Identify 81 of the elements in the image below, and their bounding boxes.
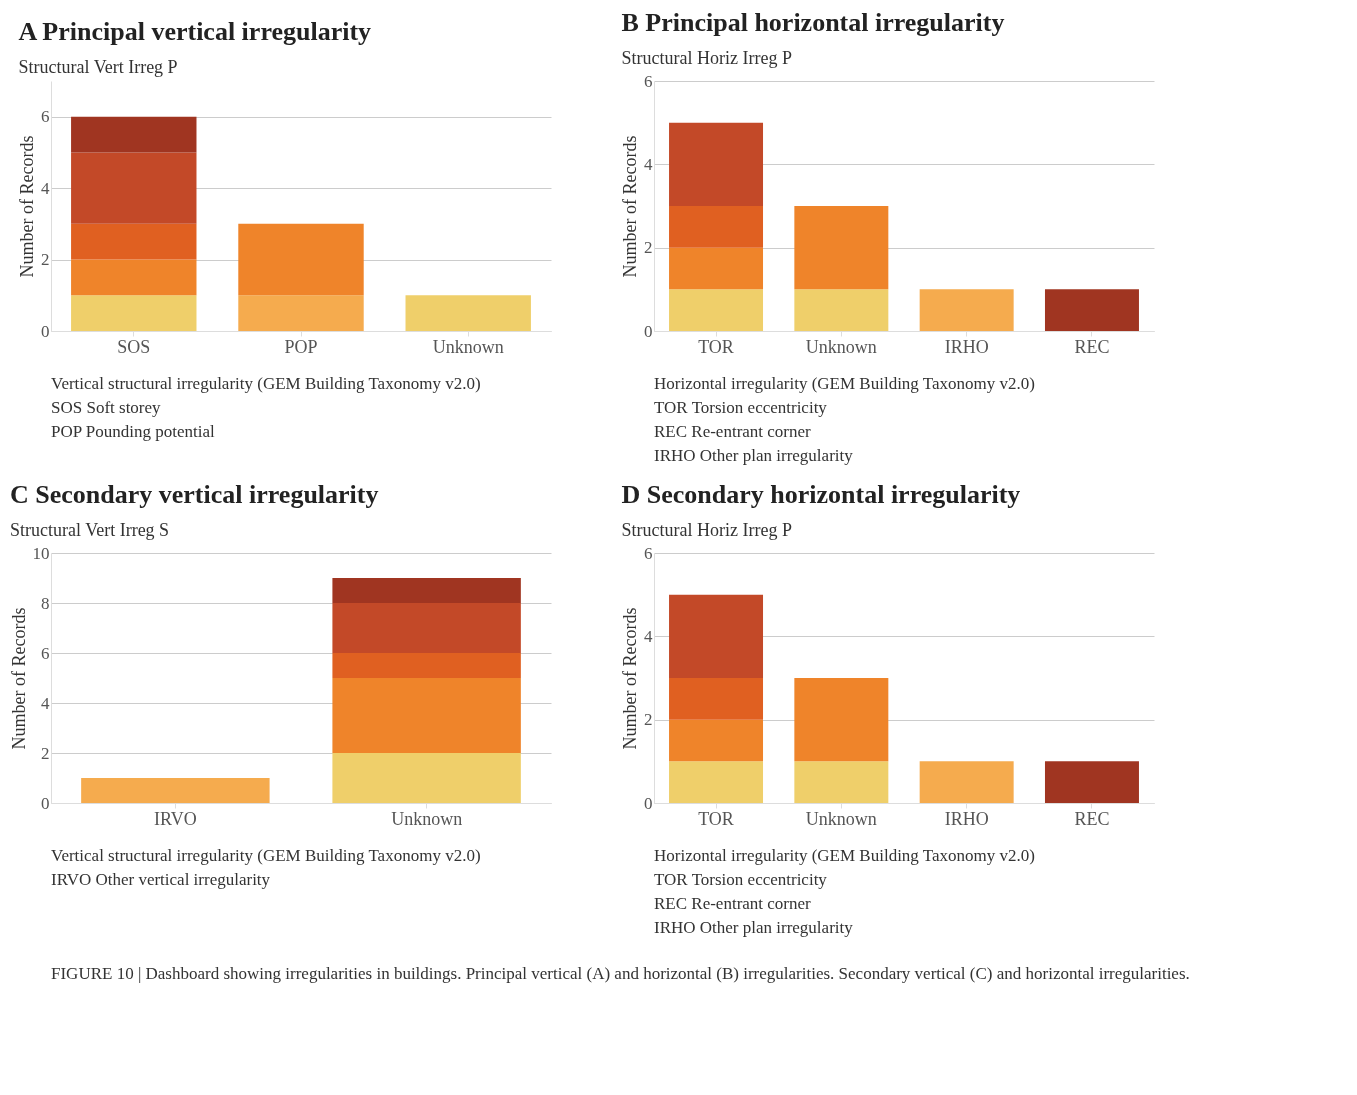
bar [669, 247, 764, 290]
text: Vertical structural irregularity (GEM Building Taxonomy v2.0) [51, 374, 481, 393]
bar [1044, 761, 1139, 803]
x-tick-label: Unknown [805, 808, 877, 829]
bar [71, 116, 197, 153]
bar [71, 295, 197, 331]
x-tick-label: REC [1074, 808, 1110, 829]
x-tick-label: REC [1074, 336, 1110, 357]
text: Vertical structural irregularity (GEM Building Taxonomy v2.0) [51, 846, 481, 865]
x-tick-label: POP [284, 336, 318, 357]
y-tick-label: 2 [41, 250, 50, 270]
x-tick-label: Unknown [391, 808, 463, 829]
bar [238, 223, 364, 296]
x-tick-label: TOR [698, 808, 734, 829]
y-tick-label: 4 [41, 693, 50, 713]
y-tick-label: 6 [41, 107, 50, 127]
bar [669, 719, 764, 762]
y-tick-label: 2 [41, 743, 50, 763]
y-axis-title: Number of Records [620, 135, 640, 278]
x-tick-label: Unknown [432, 336, 504, 357]
y-tick-label: 0 [644, 321, 653, 341]
bar [794, 761, 889, 803]
chart-title: B Principal horizontal irregularity [621, 8, 1005, 37]
y-axis-title: Number of Records [8, 607, 29, 750]
y-tick-label: 4 [41, 178, 50, 198]
bar [669, 206, 764, 248]
bar [669, 678, 764, 720]
text: REC Re-entrant corner [654, 422, 812, 441]
text: IRHO Other plan irregularity [654, 446, 854, 465]
y-tick-label: 2 [644, 238, 653, 258]
bar [794, 678, 889, 762]
chart-subtitle: Structural Horiz Irreg P [621, 48, 792, 68]
chart-subtitle: Structural Horiz Irreg P [621, 520, 792, 540]
bar [1044, 289, 1139, 331]
y-tick-label: 6 [644, 543, 653, 563]
y-tick-label: 8 [41, 593, 50, 613]
y-tick-label: 0 [41, 793, 50, 813]
chart-title: A Principal vertical irregularity [18, 17, 372, 46]
text: POP Pounding potential [51, 422, 215, 441]
bar [919, 761, 1014, 803]
bar [794, 206, 889, 290]
chart-subtitle: Structural Vert Irreg S [10, 520, 170, 540]
bar [238, 295, 364, 331]
bar [669, 761, 764, 803]
bar [71, 152, 197, 224]
bar [405, 295, 531, 331]
bar [794, 289, 889, 331]
y-axis-title: Number of Records [17, 135, 37, 278]
y-tick-label: 6 [41, 643, 50, 663]
y-tick-label: 0 [644, 793, 653, 813]
text: SOS Soft storey [51, 398, 162, 417]
bar [669, 122, 764, 206]
caption: FIGURE 10 | Dashboard showing irregularities in buildings. Principal vertical (A) and horizontal (B) irregularities. Secondary vertical (C) and horizontal irregularities. [51, 964, 1190, 983]
y-tick-label: 4 [644, 626, 653, 646]
text: TOR Torsion eccentricity [654, 398, 828, 417]
text: TOR Torsion eccentricity [654, 870, 828, 889]
x-tick-label: IRHO [944, 336, 989, 357]
y-tick-label: 10 [32, 543, 50, 563]
x-tick-label: TOR [698, 336, 734, 357]
bar [71, 259, 197, 296]
y-axis-title: Number of Records [620, 607, 640, 750]
chart-title: C Secondary vertical irregularity [10, 480, 379, 509]
chart-title: D Secondary horizontal irregularity [621, 480, 1021, 509]
x-tick-label: SOS [117, 336, 151, 357]
bar [919, 289, 1014, 331]
bar [71, 223, 197, 260]
chart-subtitle: Structural Vert Irreg P [18, 57, 178, 77]
bar [669, 289, 764, 331]
y-tick-label: 4 [644, 154, 653, 174]
text: Horizontal irregularity (GEM Building Taxonomy v2.0) [654, 846, 1035, 865]
bar [669, 594, 764, 678]
x-tick-label: IRHO [944, 808, 989, 829]
text: IRHO Other plan irregularity [654, 918, 854, 937]
y-tick-label: 6 [644, 71, 653, 91]
y-tick-label: 2 [644, 710, 653, 730]
x-tick-label: IRVO [154, 808, 197, 829]
text: REC Re-entrant corner [654, 894, 812, 913]
x-tick-label: Unknown [805, 336, 877, 357]
text: Horizontal irregularity (GEM Building Taxonomy v2.0) [654, 374, 1035, 393]
y-tick-label: 0 [41, 321, 50, 341]
text: IRVO Other vertical irregularity [51, 870, 271, 889]
